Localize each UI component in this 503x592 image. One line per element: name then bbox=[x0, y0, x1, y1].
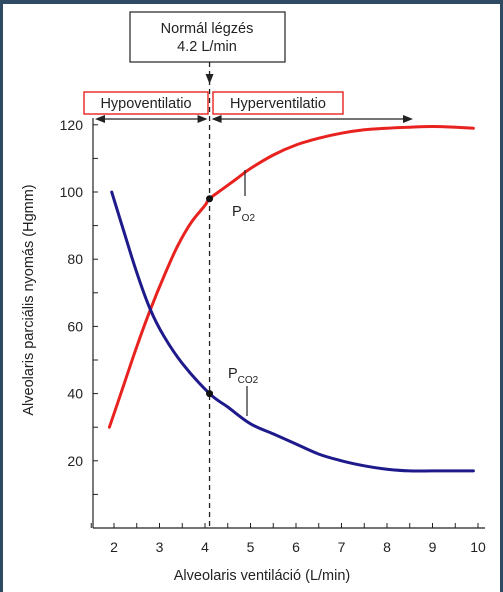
arrow-right-icon bbox=[197, 115, 208, 123]
y-tick-label: 20 bbox=[67, 453, 83, 469]
y-tick-label: 60 bbox=[67, 318, 83, 334]
normal-breathing-value: 4.2 L/min bbox=[177, 39, 237, 55]
x-tick-label: 7 bbox=[338, 539, 346, 555]
x-tick-label: 9 bbox=[429, 539, 437, 555]
x-tick-label: 3 bbox=[156, 539, 164, 555]
axes-group: 20 40 60 80 100 120 2 3 4 5 6 7 8 9 10 bbox=[60, 117, 486, 555]
arrow-left-icon bbox=[95, 115, 105, 123]
y-axis-title: Alveolaris parciális nyomás (Hgmm) bbox=[21, 184, 37, 415]
y-tick-label: 80 bbox=[67, 251, 83, 267]
arrow-right-icon bbox=[403, 115, 413, 123]
hyperventilation-label: Hyperventilatio bbox=[230, 96, 326, 112]
normal-breathing-title: Normál légzés bbox=[161, 21, 254, 37]
y-tick-label: 120 bbox=[60, 117, 84, 133]
po2-label: PO2 bbox=[232, 204, 255, 224]
normal-breathing-box bbox=[129, 11, 286, 63]
x-tick-label: 4 bbox=[201, 539, 209, 555]
x-axis-title: Alveolaris ventiláció (L/min) bbox=[174, 568, 350, 584]
hypoventilation-label: Hypoventilatio bbox=[100, 96, 191, 112]
y-tick-label: 40 bbox=[67, 386, 83, 402]
arrow-left-icon bbox=[211, 115, 222, 123]
hyperventilation-box bbox=[212, 91, 344, 115]
x-tick-label: 8 bbox=[383, 539, 391, 555]
y-tick-label: 100 bbox=[60, 184, 84, 200]
series-group bbox=[95, 62, 475, 528]
hypoventilation-box bbox=[83, 91, 209, 115]
annotations-group: Normál légzés 4.2 L/min Hypoventilatio H… bbox=[21, 11, 350, 584]
x-tick-label: 10 bbox=[470, 539, 486, 555]
x-tick-label: 5 bbox=[247, 539, 255, 555]
pco2-curve bbox=[110, 190, 475, 473]
pco2-normal-point bbox=[206, 390, 214, 398]
po2-normal-point bbox=[206, 195, 214, 203]
x-tick-label: 2 bbox=[110, 539, 118, 555]
x-tick-label: 6 bbox=[292, 539, 300, 555]
arrow-down-icon bbox=[205, 74, 214, 84]
po2-curve bbox=[107, 124, 475, 429]
pco2-label: PCO2 bbox=[228, 366, 259, 386]
